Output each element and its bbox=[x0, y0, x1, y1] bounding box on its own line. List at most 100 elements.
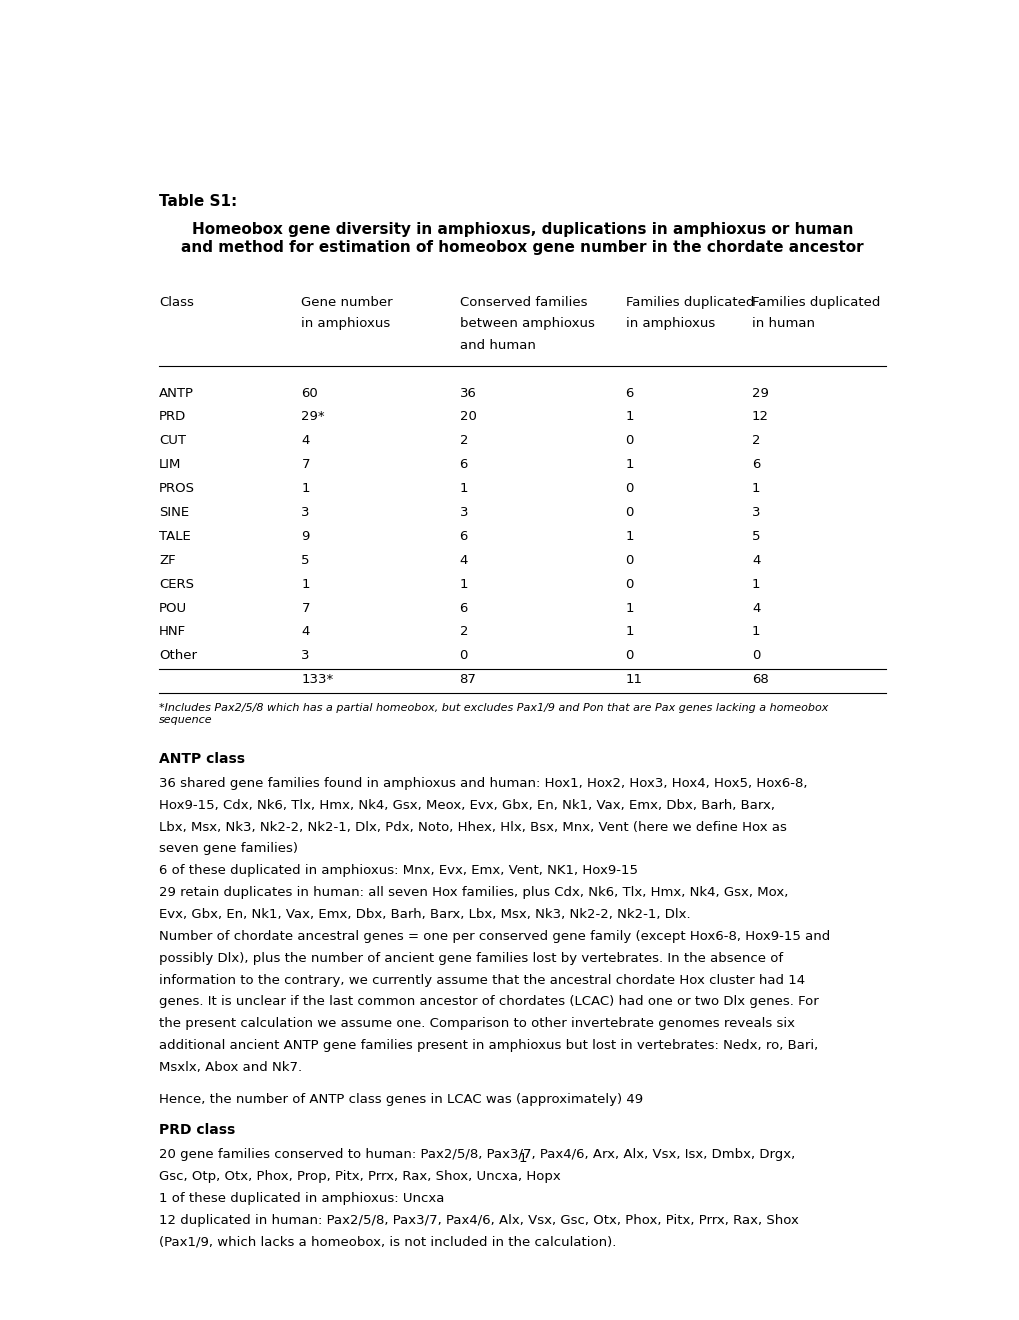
Text: 12: 12 bbox=[751, 411, 768, 424]
Text: information to the contrary, we currently assume that the ancestral chordate Hox: information to the contrary, we currentl… bbox=[159, 974, 804, 986]
Text: (Pax1/9, which lacks a homeobox, is not included in the calculation).: (Pax1/9, which lacks a homeobox, is not … bbox=[159, 1236, 615, 1249]
Text: 6: 6 bbox=[751, 458, 759, 471]
Text: 1: 1 bbox=[518, 1152, 527, 1166]
Text: 20 gene families conserved to human: Pax2/5/8, Pax3/7, Pax4/6, Arx, Alx, Vsx, Is: 20 gene families conserved to human: Pax… bbox=[159, 1148, 795, 1162]
Text: PROS: PROS bbox=[159, 482, 195, 495]
Text: PRD class: PRD class bbox=[159, 1123, 235, 1138]
Text: additional ancient ANTP gene families present in amphioxus but lost in vertebrat: additional ancient ANTP gene families pr… bbox=[159, 1039, 817, 1052]
Text: Homeobox gene diversity in amphioxus, duplications in amphioxus or human
and met: Homeobox gene diversity in amphioxus, du… bbox=[181, 223, 863, 255]
Text: 1: 1 bbox=[302, 482, 310, 495]
Text: 6: 6 bbox=[625, 387, 633, 400]
Text: 6: 6 bbox=[459, 458, 468, 471]
Text: 29 retain duplicates in human: all seven Hox families, plus Cdx, Nk6, Tlx, Hmx, : 29 retain duplicates in human: all seven… bbox=[159, 886, 788, 899]
Text: 1: 1 bbox=[625, 458, 634, 471]
Text: in amphioxus: in amphioxus bbox=[302, 318, 390, 330]
Text: CERS: CERS bbox=[159, 578, 194, 590]
Text: 2: 2 bbox=[459, 626, 468, 639]
Text: ZF: ZF bbox=[159, 554, 175, 566]
Text: 5: 5 bbox=[302, 554, 310, 566]
Text: genes. It is unclear if the last common ancestor of chordates (LCAC) had one or : genes. It is unclear if the last common … bbox=[159, 995, 818, 1008]
Text: 3: 3 bbox=[302, 506, 310, 519]
Text: 0: 0 bbox=[625, 506, 633, 519]
Text: 12 duplicated in human: Pax2/5/8, Pax3/7, Pax4/6, Alx, Vsx, Gsc, Otx, Phox, Pitx: 12 duplicated in human: Pax2/5/8, Pax3/7… bbox=[159, 1214, 798, 1226]
Text: Hence, the number of ANTP class genes in LCAC was (approximately) 49: Hence, the number of ANTP class genes in… bbox=[159, 1093, 643, 1106]
Text: Other: Other bbox=[159, 649, 197, 663]
Text: 11: 11 bbox=[625, 673, 642, 686]
Text: 6: 6 bbox=[459, 602, 468, 615]
Text: 0: 0 bbox=[459, 649, 468, 663]
Text: POU: POU bbox=[159, 602, 187, 615]
Text: 0: 0 bbox=[625, 578, 633, 590]
Text: 7: 7 bbox=[302, 458, 310, 471]
Text: 0: 0 bbox=[751, 649, 759, 663]
Text: 29*: 29* bbox=[302, 411, 325, 424]
Text: LIM: LIM bbox=[159, 458, 181, 471]
Text: 2: 2 bbox=[459, 434, 468, 447]
Text: 1: 1 bbox=[751, 626, 760, 639]
Text: 1: 1 bbox=[625, 602, 634, 615]
Text: Msxlx, Abox and Nk7.: Msxlx, Abox and Nk7. bbox=[159, 1061, 302, 1074]
Text: 3: 3 bbox=[459, 506, 468, 519]
Text: 36: 36 bbox=[459, 387, 476, 400]
Text: 3: 3 bbox=[302, 649, 310, 663]
Text: 68: 68 bbox=[751, 673, 768, 686]
Text: PRD: PRD bbox=[159, 411, 186, 424]
Text: 4: 4 bbox=[751, 554, 759, 566]
Text: 36 shared gene families found in amphioxus and human: Hox1, Hox2, Hox3, Hox4, Ho: 36 shared gene families found in amphiox… bbox=[159, 777, 807, 789]
Text: in amphioxus: in amphioxus bbox=[625, 318, 714, 330]
Text: HNF: HNF bbox=[159, 626, 186, 639]
Text: and human: and human bbox=[459, 339, 535, 352]
Text: TALE: TALE bbox=[159, 529, 191, 543]
Text: 0: 0 bbox=[625, 554, 633, 566]
Text: seven gene families): seven gene families) bbox=[159, 842, 298, 855]
Text: 1: 1 bbox=[625, 411, 634, 424]
Text: 0: 0 bbox=[625, 649, 633, 663]
Text: 6: 6 bbox=[459, 529, 468, 543]
Text: SINE: SINE bbox=[159, 506, 190, 519]
Text: the present calculation we assume one. Comparison to other invertebrate genomes : the present calculation we assume one. C… bbox=[159, 1018, 795, 1030]
Text: 133*: 133* bbox=[302, 673, 333, 686]
Text: 1 of these duplicated in amphioxus: Uncxa: 1 of these duplicated in amphioxus: Uncx… bbox=[159, 1192, 444, 1205]
Text: possibly Dlx), plus the number of ancient gene families lost by vertebrates. In : possibly Dlx), plus the number of ancien… bbox=[159, 952, 783, 965]
Text: 1: 1 bbox=[751, 578, 760, 590]
Text: 1: 1 bbox=[625, 626, 634, 639]
Text: Families duplicated: Families duplicated bbox=[625, 296, 753, 309]
Text: between amphioxus: between amphioxus bbox=[459, 318, 594, 330]
Text: 9: 9 bbox=[302, 529, 310, 543]
Text: 87: 87 bbox=[459, 673, 476, 686]
Text: 5: 5 bbox=[751, 529, 760, 543]
Text: Families duplicated: Families duplicated bbox=[751, 296, 879, 309]
Text: Table S1:: Table S1: bbox=[159, 194, 237, 209]
Text: 1: 1 bbox=[302, 578, 310, 590]
Text: Lbx, Msx, Nk3, Nk2-2, Nk2-1, Dlx, Pdx, Noto, Hhex, Hlx, Bsx, Mnx, Vent (here we : Lbx, Msx, Nk3, Nk2-2, Nk2-1, Dlx, Pdx, N… bbox=[159, 821, 787, 834]
Text: ANTP: ANTP bbox=[159, 387, 194, 400]
Text: Hox9-15, Cdx, Nk6, Tlx, Hmx, Nk4, Gsx, Meox, Evx, Gbx, En, Nk1, Vax, Emx, Dbx, B: Hox9-15, Cdx, Nk6, Tlx, Hmx, Nk4, Gsx, M… bbox=[159, 799, 774, 812]
Text: CUT: CUT bbox=[159, 434, 185, 447]
Text: 4: 4 bbox=[302, 434, 310, 447]
Text: 4: 4 bbox=[302, 626, 310, 639]
Text: 2: 2 bbox=[751, 434, 760, 447]
Text: 1: 1 bbox=[459, 578, 468, 590]
Text: 3: 3 bbox=[751, 506, 760, 519]
Text: 60: 60 bbox=[302, 387, 318, 400]
Text: in human: in human bbox=[751, 318, 814, 330]
Text: 6 of these duplicated in amphioxus: Mnx, Evx, Emx, Vent, NK1, Hox9-15: 6 of these duplicated in amphioxus: Mnx,… bbox=[159, 865, 638, 878]
Text: 1: 1 bbox=[459, 482, 468, 495]
Text: Conserved families: Conserved families bbox=[459, 296, 587, 309]
Text: 4: 4 bbox=[459, 554, 468, 566]
Text: 1: 1 bbox=[625, 529, 634, 543]
Text: Number of chordate ancestral genes = one per conserved gene family (except Hox6-: Number of chordate ancestral genes = one… bbox=[159, 929, 829, 942]
Text: 1: 1 bbox=[751, 482, 760, 495]
Text: 0: 0 bbox=[625, 482, 633, 495]
Text: ANTP class: ANTP class bbox=[159, 752, 245, 766]
Text: Gene number: Gene number bbox=[302, 296, 392, 309]
Text: 0: 0 bbox=[625, 434, 633, 447]
Text: *Includes Pax2/5/8 which has a partial homeobox, but excludes Pax1/9 and Pon tha: *Includes Pax2/5/8 which has a partial h… bbox=[159, 704, 827, 725]
Text: 20: 20 bbox=[459, 411, 476, 424]
Text: Class: Class bbox=[159, 296, 194, 309]
Text: 4: 4 bbox=[751, 602, 759, 615]
Text: 7: 7 bbox=[302, 602, 310, 615]
Text: Gsc, Otp, Otx, Phox, Prop, Pitx, Prrx, Rax, Shox, Uncxa, Hopx: Gsc, Otp, Otx, Phox, Prop, Pitx, Prrx, R… bbox=[159, 1171, 560, 1183]
Text: Evx, Gbx, En, Nk1, Vax, Emx, Dbx, Barh, Barx, Lbx, Msx, Nk3, Nk2-2, Nk2-1, Dlx.: Evx, Gbx, En, Nk1, Vax, Emx, Dbx, Barh, … bbox=[159, 908, 690, 921]
Text: 29: 29 bbox=[751, 387, 768, 400]
